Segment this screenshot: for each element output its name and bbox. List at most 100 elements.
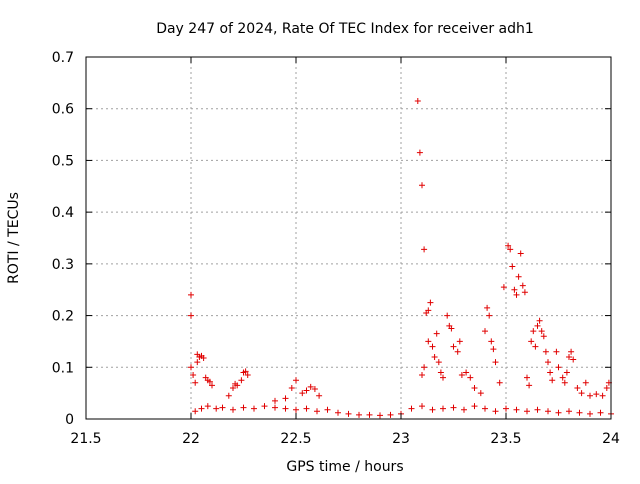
data-point bbox=[209, 382, 215, 389]
data-point bbox=[507, 246, 514, 253]
data-point bbox=[576, 409, 583, 416]
data-point bbox=[225, 392, 232, 399]
data-point bbox=[534, 406, 541, 413]
data-point bbox=[517, 250, 524, 257]
data-point bbox=[555, 409, 562, 416]
x-tick-label: 22 bbox=[182, 431, 200, 447]
y-tick-label: 0 bbox=[65, 412, 74, 428]
data-point bbox=[534, 322, 541, 329]
data-point bbox=[486, 312, 493, 319]
data-point bbox=[587, 392, 593, 399]
data-point bbox=[524, 408, 530, 415]
data-point bbox=[345, 410, 352, 417]
ticks-layer: 21.5 22 22.5 23 23.5 24 0 0.1 0.2 0.3 0.4 0.5 0.6 0.7 bbox=[52, 50, 620, 447]
data-point bbox=[192, 408, 199, 415]
data-point bbox=[505, 242, 512, 249]
data-point bbox=[574, 384, 581, 391]
data-point bbox=[559, 374, 566, 381]
data-point bbox=[419, 182, 425, 189]
data-point bbox=[311, 386, 318, 393]
data-point bbox=[471, 403, 478, 410]
data-point bbox=[500, 284, 507, 291]
data-point bbox=[521, 289, 528, 296]
data-point bbox=[303, 387, 310, 394]
data-point bbox=[303, 405, 310, 412]
data-point bbox=[261, 403, 268, 410]
data-point bbox=[450, 343, 457, 350]
data-point bbox=[238, 377, 245, 384]
data-point bbox=[528, 338, 535, 345]
data-point bbox=[503, 405, 509, 412]
data-point bbox=[213, 405, 220, 412]
data-point bbox=[454, 348, 461, 355]
data-point bbox=[488, 338, 495, 345]
data-point bbox=[366, 411, 373, 418]
data-point bbox=[230, 384, 236, 391]
data-point bbox=[545, 359, 551, 366]
data-point bbox=[461, 406, 467, 413]
data-point bbox=[530, 328, 537, 335]
data-point bbox=[542, 348, 549, 355]
data-point bbox=[299, 390, 306, 397]
data-point bbox=[490, 346, 497, 353]
data-point bbox=[282, 395, 289, 402]
data-point bbox=[356, 411, 362, 418]
data-point bbox=[188, 312, 194, 319]
y-tick-label: 0.2 bbox=[52, 309, 74, 325]
data-point bbox=[553, 348, 560, 355]
data-point bbox=[200, 354, 207, 361]
data-point bbox=[242, 368, 249, 375]
data-point bbox=[427, 299, 434, 306]
data-point bbox=[421, 364, 428, 371]
data-point bbox=[450, 404, 457, 411]
data-point bbox=[561, 379, 568, 386]
data-point bbox=[429, 406, 436, 413]
data-point bbox=[435, 359, 442, 366]
data-point bbox=[240, 404, 247, 411]
data-point bbox=[429, 343, 436, 350]
data-point bbox=[599, 392, 606, 399]
data-point bbox=[532, 343, 539, 350]
data-point bbox=[545, 408, 551, 415]
data-point bbox=[230, 406, 236, 413]
data-point bbox=[463, 369, 470, 376]
data-point bbox=[593, 391, 600, 398]
x-tick-label: 21.5 bbox=[70, 431, 101, 447]
data-point bbox=[477, 390, 484, 397]
y-tick-label: 0.4 bbox=[52, 205, 74, 221]
x-tick-label: 23 bbox=[392, 431, 410, 447]
x-tick-label: 24 bbox=[602, 431, 620, 447]
data-point bbox=[578, 390, 585, 397]
data-point bbox=[219, 404, 226, 411]
y-tick-label: 0.5 bbox=[52, 153, 74, 169]
data-point bbox=[511, 286, 518, 293]
data-point bbox=[387, 411, 394, 418]
data-point bbox=[192, 379, 199, 386]
data-point bbox=[293, 377, 299, 384]
x-axis-label: GPS time / hours bbox=[286, 459, 403, 475]
data-point bbox=[335, 409, 341, 416]
data-point bbox=[251, 405, 257, 412]
data-point bbox=[425, 338, 432, 345]
data-point bbox=[513, 406, 520, 413]
data-point bbox=[563, 369, 570, 376]
data-point bbox=[547, 369, 554, 376]
data-point bbox=[524, 374, 530, 381]
data-point bbox=[188, 291, 194, 298]
data-point bbox=[307, 383, 314, 390]
data-point bbox=[582, 379, 589, 386]
data-point bbox=[408, 405, 415, 412]
data-point bbox=[566, 408, 572, 415]
data-point bbox=[566, 353, 572, 360]
data-point bbox=[377, 412, 383, 419]
y-tick-label: 0.6 bbox=[52, 102, 74, 118]
data-point bbox=[440, 374, 446, 381]
x-tick-label: 23.5 bbox=[490, 431, 521, 447]
data-point bbox=[513, 291, 520, 298]
y-tick-label: 0.3 bbox=[52, 257, 74, 273]
data-point bbox=[482, 405, 488, 412]
data-point bbox=[570, 356, 577, 363]
data-point bbox=[538, 328, 545, 335]
